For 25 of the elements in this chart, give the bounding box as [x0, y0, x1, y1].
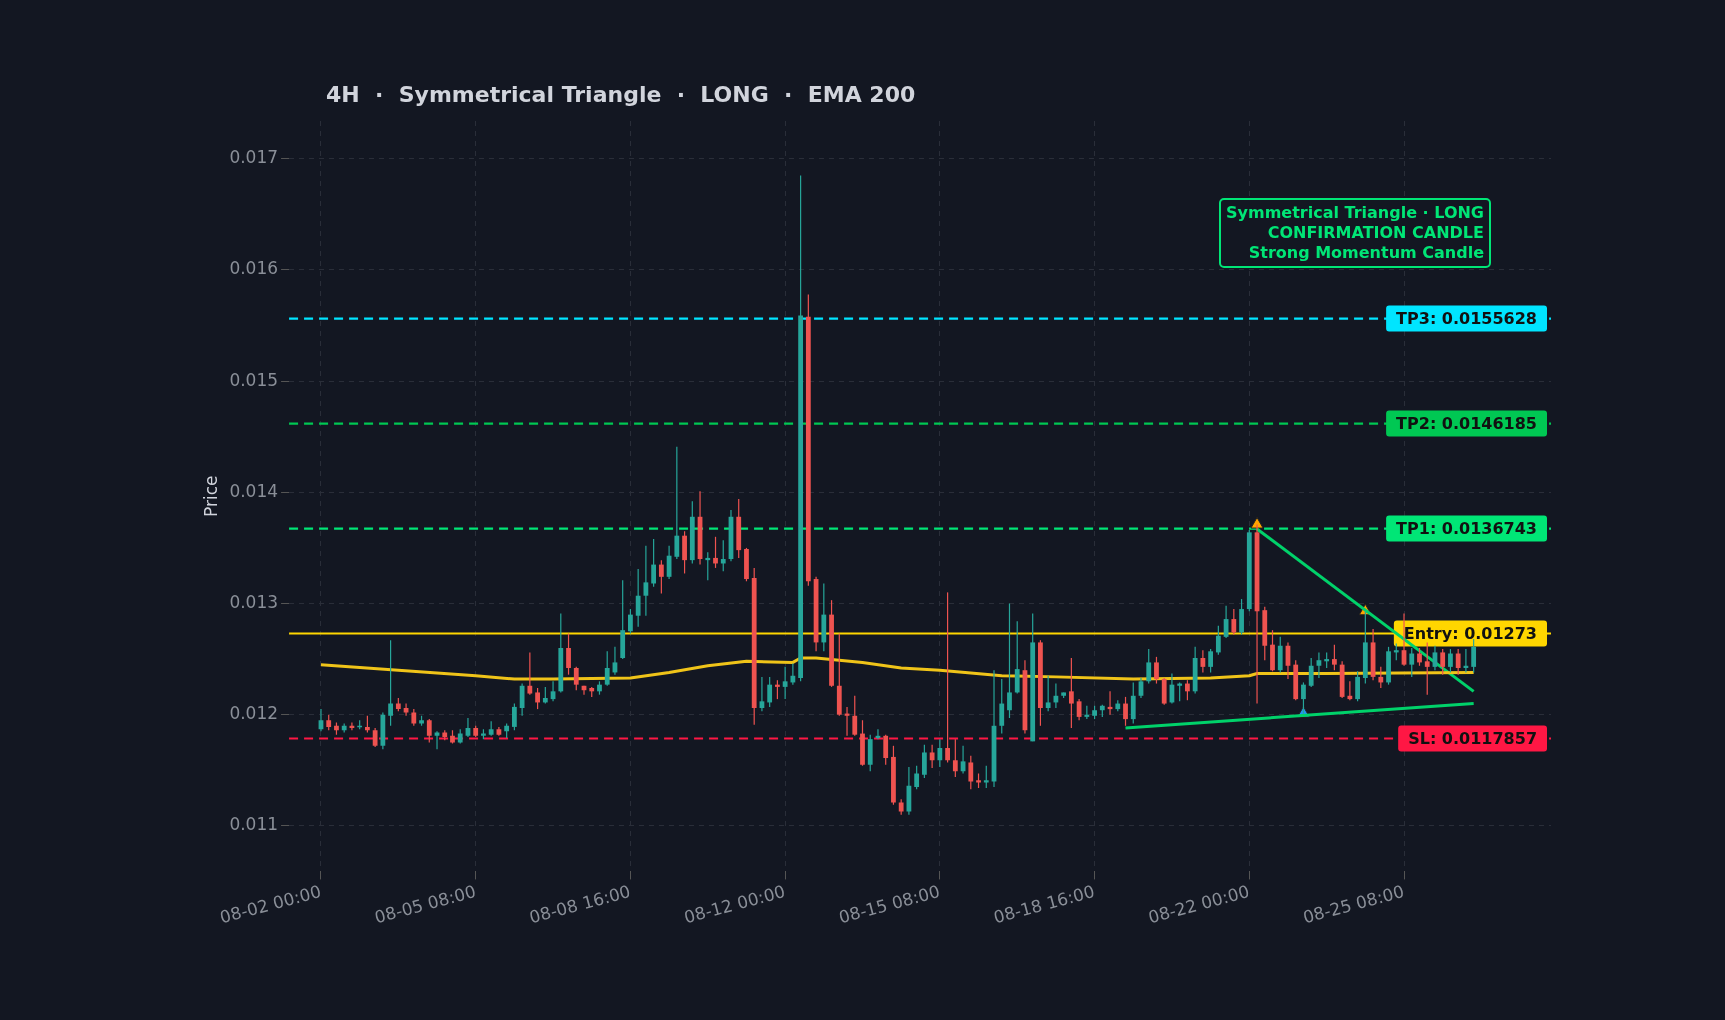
ref-line-label: TP2: 0.0146185 [1396, 413, 1537, 433]
ref-line-label: TP3: 0.0155628 [1396, 308, 1537, 328]
y-tick-label: 0.017 [229, 147, 279, 168]
annotation: Strong Momentum Candle [1247, 243, 1484, 263]
x-tick-label: 08-22 00:00 [1146, 881, 1252, 928]
y-tick-label: 0.014 [229, 480, 279, 501]
annotation: CONFIRMATION CANDLE [1266, 223, 1484, 243]
x-tick-label: 08-25 08:00 [1300, 881, 1407, 928]
y-tick-label: 0.015 [229, 369, 279, 390]
x-tick-label: 08-05 08:00 [372, 881, 478, 928]
ref-line-label: Entry: 0.01273 [1403, 623, 1537, 643]
x-tick-label: 08-02 00:00 [217, 881, 324, 928]
ref-line-label: TP1: 0.0136743 [1396, 518, 1537, 538]
ref-line-label: SL: 0.0117857 [1408, 728, 1537, 748]
x-tick-label: 08-15 08:00 [836, 881, 943, 928]
x-tick-label: 08-08 16:00 [527, 881, 633, 928]
annotation: Symmetrical Triangle · LONG [1226, 203, 1484, 223]
chart-title: 4H · Symmetrical Triangle · LONG · EMA 200 [326, 82, 916, 107]
x-tick-label: 08-18 16:00 [991, 881, 1097, 928]
y-tick-label: 0.013 [229, 591, 279, 612]
y-tick-label: 0.011 [229, 814, 279, 835]
y-tick-label: 0.012 [229, 703, 279, 724]
y-axis-title: Price [200, 475, 221, 517]
y-tick-label: 0.016 [229, 258, 279, 279]
x-tick-label: 08-12 00:00 [681, 881, 788, 928]
